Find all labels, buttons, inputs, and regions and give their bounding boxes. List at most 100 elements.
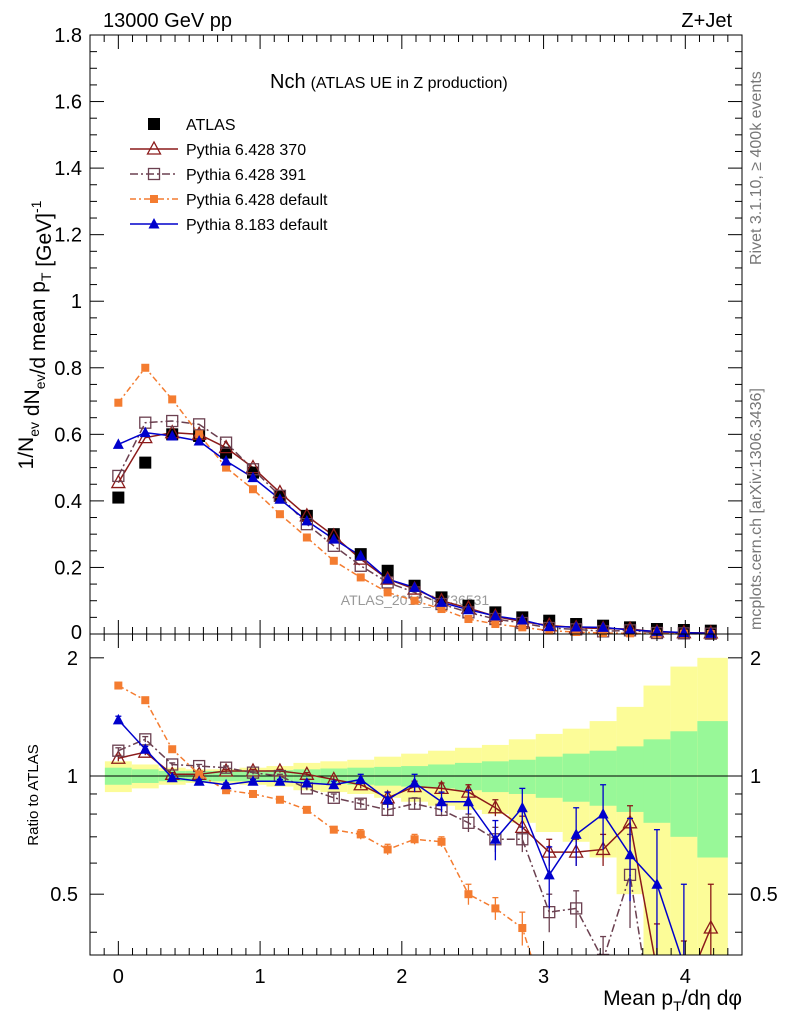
data-point-py6def [114,398,123,407]
legend-marker-py370 [146,140,162,155]
ratio-point-py391 [570,902,583,915]
data-point-py391 [166,414,179,428]
x-tick-label: 2 [396,966,407,988]
y-axis-label-part: T [38,272,54,281]
data-point-py8 [624,624,636,635]
ratio-point-py6def [329,825,338,834]
data-point-py8 [301,514,313,526]
data-point-py8 [436,596,448,607]
ratio-point-py8 [624,848,636,860]
ratio-point-py391 [219,761,233,774]
ratio-point-py8 [516,801,528,813]
ratio-line-py6def [117,684,532,955]
series-line-py391 [117,420,711,635]
y-axis-label-part: -1 [28,200,44,213]
ratio-point-py6def [410,835,419,844]
mcplots-label: mcplots.cern.ch [arXiv:1306.3436] [748,388,765,630]
ratio-point-py6def [518,924,527,933]
legend-label: Pythia 6.428 391 [186,167,306,184]
data-point-py6def [141,363,150,372]
uncertainty-band-inner [481,761,509,793]
ratio-point-py391 [112,744,125,757]
header-collision-label: 13000 GeV pp [103,10,232,32]
ratio-point-py8 [139,743,151,754]
data-point-py6def [437,605,446,614]
data-point-py6def [491,620,500,629]
ratio-point-py391 [327,791,340,804]
ratio-point-py8 [382,793,394,805]
ratio-point-py8 [597,808,609,819]
ratio-point-py370 [703,919,719,934]
x-tick-label: 0 [113,966,124,988]
ratio-point-py8 [166,771,178,783]
ratio-point-py8 [301,776,313,788]
data-point-py8 [274,493,286,504]
ratio-point-py391 [462,816,475,829]
ratio-point-py8 [355,773,367,784]
data-point-py6def [249,485,257,494]
ratio-point-py370 [650,963,663,975]
data-point-py6def [168,395,177,404]
uncertainty-band-inner [535,756,563,798]
ratio-point-py8 [651,878,663,889]
chart-title-main: Nch [270,71,306,93]
x-axis-label: Mean pT/dη dφ [603,987,742,1014]
legend-marker-py8 [148,218,160,229]
legend-marker-py391 [147,167,161,181]
ratio-series [110,681,719,1016]
y-axis-label-part: /d mean p [27,281,50,374]
ratio-point-py8 [193,775,205,786]
data-point-py8 [489,610,501,621]
x-axis-label-sub: T [673,998,682,1014]
ratio-point-py8 [462,795,474,807]
uncertainty-band-inner [697,721,728,858]
y-axis-label: 1/Nev dNev/d mean pT [GeV]-1 [15,200,56,469]
ratio-point-py391 [354,797,367,810]
ratio-point-py391 [596,953,610,955]
ratio-y-axis-label: Ratio to ATLAS [25,744,42,845]
series-line-py6def [117,366,711,635]
data-point-py8 [516,614,528,625]
y-axis-label-part: ev [32,374,48,389]
data-point-py8 [543,620,555,632]
data-point-py391 [112,469,125,483]
legend-label: Pythia 6.428 370 [186,142,306,159]
data-point-py8 [678,626,690,638]
ratio-point-py6def [545,1008,553,1016]
x-axis-label-tail: /dη dφ [682,987,742,1010]
data-point-py6def [302,533,311,542]
legend-label: Pythia 8.183 default [186,217,328,234]
data-point-py370 [380,570,396,585]
legend-label: ATLAS [186,117,236,134]
y-axis-label-part: ev [26,422,42,437]
y-axis-label-part: dN [21,389,44,422]
header-process-label: Z+Jet [681,10,732,32]
data-point-py6def [599,629,608,638]
uncertainty-band-inner [616,746,644,812]
y-tick-label: 0.4 [54,491,82,513]
ratio-panel: 0.5 0.5 1 1 2 2 0 1 2 3 4 Ratio to ATLAS Mean pT/dη … [25,633,778,1016]
data-point-py8 [193,434,205,446]
data-point-py8 [112,438,124,449]
y-tick-label: 0 [71,622,82,644]
y-tick-label: 0.6 [54,424,82,446]
x-axis-label-main: Mean p [603,987,673,1010]
ratio-point-py8 [436,795,448,807]
ratio-point-py6def [491,904,500,913]
data-point-py8 [462,603,474,615]
data-point-py8 [597,621,609,632]
y-axis-label-part: 1/N [15,437,38,470]
data-point-py6def [383,588,392,597]
legend-marker-py6def [150,195,158,203]
data-point-py6def [222,463,231,472]
ratio-point-py370 [110,749,126,764]
x-tick-label: 3 [538,966,549,988]
ratio-y-tick-label-right: 2 [750,648,761,670]
ratio-point-py6def [383,845,392,854]
ratio-point-py6def [168,745,177,754]
data-point-py391 [219,436,233,449]
ratio-point-py8 [328,778,340,790]
ratio-point-py391 [408,797,421,810]
ratio-y-tick-label: 2 [67,648,78,670]
